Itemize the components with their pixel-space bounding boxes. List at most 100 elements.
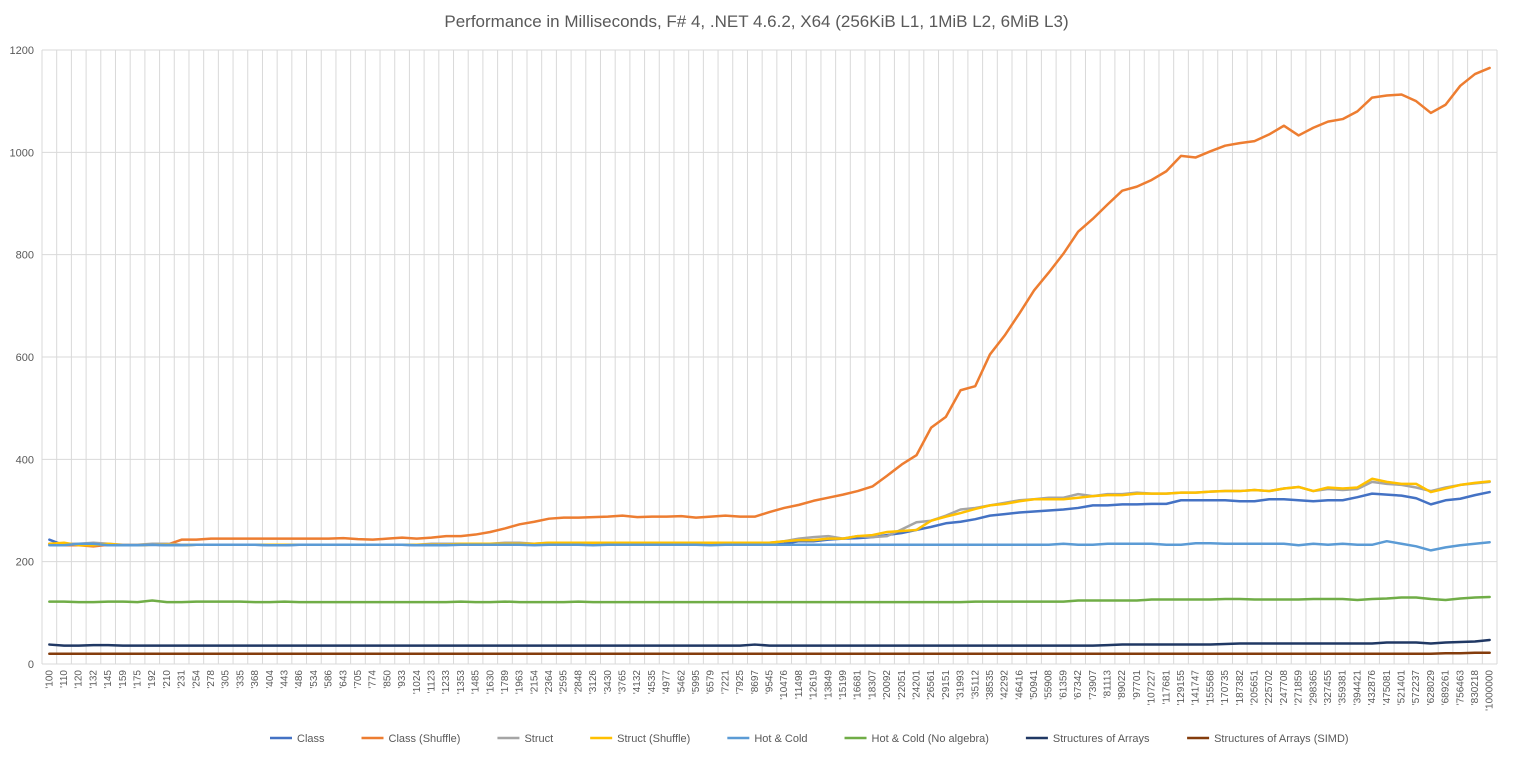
series-line (48, 539, 1491, 552)
x-tick-label: '1485 (471, 670, 482, 695)
y-tick-label: 0 (28, 659, 34, 671)
x-tick-label: '643 (338, 670, 349, 689)
x-tick-label: '81113 (1103, 670, 1114, 699)
x-tick-label: '3126 (588, 670, 599, 695)
x-tick-label: '170735 (1220, 670, 1231, 706)
x-tick-label: '26561 (926, 670, 937, 700)
legend-label: Hot & Cold (No algebra) (872, 733, 989, 745)
x-tick-label: '335 (235, 670, 246, 689)
x-tick-label: '2595 (559, 670, 570, 695)
x-tick-label: '1000000 (1485, 670, 1496, 711)
x-tick-label: '24201 (911, 670, 922, 700)
x-tick-label: '97701 (1132, 670, 1143, 700)
x-tick-label: '1233 (441, 670, 452, 695)
x-tick-label: '1123 (426, 670, 437, 694)
x-tick-label: '2154 (529, 670, 540, 695)
x-tick-label: '145 (103, 670, 114, 689)
legend-label: Structures of Arrays (1053, 733, 1150, 745)
x-tick-label: '7221 (720, 670, 731, 695)
x-tick-label: '6579 (706, 670, 717, 695)
x-tick-label: '586 (324, 670, 335, 689)
grid-layer (41, 49, 1498, 665)
x-tick-label: '254 (191, 670, 202, 689)
x-tick-label: '18307 (867, 670, 878, 700)
legend-label: Struct (Shuffle) (617, 733, 690, 745)
x-tick-label: '359381 (1338, 670, 1349, 706)
x-tick-label: '225702 (1264, 670, 1275, 706)
x-tick-label: '42292 (1000, 670, 1011, 700)
x-tick-label: '247708 (1279, 670, 1290, 706)
x-tick-label: '1789 (500, 670, 511, 695)
y-tick-label: 1200 (10, 45, 34, 57)
series-line (48, 66, 1491, 548)
y-tick-label: 1000 (10, 147, 34, 159)
x-tick-label: '1024 (412, 670, 423, 695)
legend-label: Class (Shuffle) (389, 733, 461, 745)
x-tick-label: '73907 (1088, 670, 1099, 700)
x-tick-label: '155568 (1205, 670, 1216, 706)
x-tick-label: '16681 (853, 670, 864, 700)
x-tick-label: '1630 (485, 670, 496, 695)
x-tick-label: '22051 (897, 670, 908, 700)
x-tick-label: '231 (177, 670, 188, 689)
x-tick-label: '9545 (765, 670, 776, 695)
x-tick-label: '132 (88, 670, 99, 689)
x-tick-label: '192 (147, 670, 158, 689)
x-tick-label: '298365 (1308, 670, 1319, 706)
x-tick-label: '394421 (1352, 670, 1363, 706)
x-tick-label: '756463 (1455, 670, 1466, 706)
x-tick-label: '327455 (1323, 670, 1334, 706)
x-tick-label: '141747 (1191, 670, 1202, 706)
y-tick-label: 400 (16, 454, 34, 466)
series-line (48, 595, 1491, 604)
x-tick-label: '11498 (794, 670, 805, 699)
y-axis: 0 200 400 600 800 1000 1200 (10, 45, 34, 671)
x-tick-label: '628029 (1426, 670, 1437, 706)
x-tick-label: '774 (368, 670, 379, 689)
x-tick-label: '521401 (1396, 670, 1407, 706)
x-tick-label: '2848 (573, 670, 584, 695)
x-tick-label: '10476 (779, 670, 790, 700)
x-tick-label: '110 (59, 670, 70, 688)
x-tick-label: '933 (397, 670, 408, 689)
y-tick-label: 200 (16, 557, 34, 569)
x-tick-label: '205651 (1250, 670, 1261, 706)
x-tick-label: '486 (294, 670, 305, 689)
legend: Class Class (Shuffle) Struct Struct (Shuffl… (270, 733, 1349, 745)
x-tick-label: '50941 (1029, 670, 1040, 700)
x-tick-label: '689261 (1441, 670, 1452, 706)
x-tick-label: '2364 (544, 670, 555, 695)
x-tick-label: '107227 (1147, 670, 1158, 706)
x-tick-label: '4977 (662, 670, 673, 695)
x-tick-label: '5462 (676, 670, 687, 695)
x-tick-label: '1963 (515, 670, 526, 695)
x-tick-label: '1353 (456, 670, 467, 695)
x-tick-label: '100 (44, 670, 55, 689)
x-tick-label: '120 (74, 670, 85, 689)
x-tick-label: '305 (221, 670, 232, 689)
legend-label: Class (297, 733, 325, 745)
x-tick-label: '4132 (632, 670, 643, 695)
x-tick-label: '55908 (1044, 670, 1055, 700)
x-tick-label: '368 (250, 670, 261, 689)
x-tick-label: '404 (265, 670, 276, 689)
x-tick-label: '129155 (1176, 670, 1187, 706)
x-tick-label: '159 (118, 670, 129, 689)
x-tick-label: '13849 (823, 670, 834, 700)
y-tick-label: 800 (16, 250, 34, 262)
x-tick-label: '31993 (956, 670, 967, 700)
x-tick-label: '534 (309, 670, 320, 689)
x-tick-label: '705 (353, 670, 364, 689)
x-tick-label: '5995 (691, 670, 702, 695)
series-layer (48, 66, 1491, 656)
x-tick-label: '8697 (750, 670, 761, 695)
x-tick-label: '35112 (970, 670, 981, 699)
x-tick-label: '12619 (809, 670, 820, 700)
x-axis: '100 '110 '120'132 '145 '159 '175'192 '210 '231… (44, 670, 1495, 711)
x-tick-label: '38535 (985, 670, 996, 700)
x-tick-label: '210 (162, 670, 173, 689)
x-tick-label: '3430 (603, 670, 614, 695)
x-tick-label: '7925 (735, 670, 746, 695)
